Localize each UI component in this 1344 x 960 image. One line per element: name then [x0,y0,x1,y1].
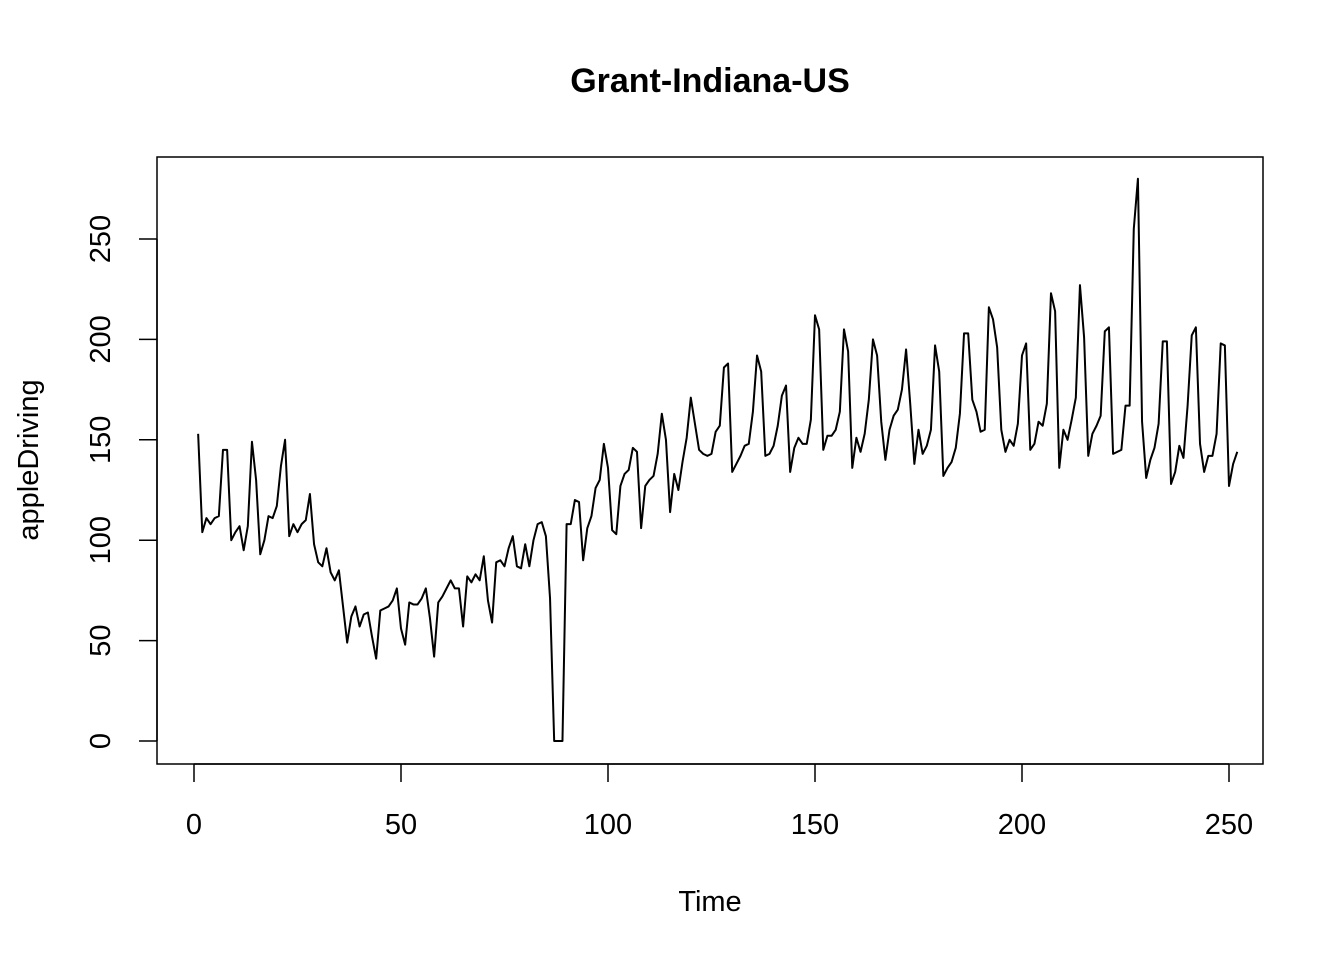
y-tick-label: 0 [85,733,117,749]
x-tick-label: 0 [186,809,202,841]
x-tick-label: 50 [385,809,417,841]
chart-title: Grant-Indiana-US [570,62,850,100]
y-tick-label: 50 [85,624,117,656]
y-tick-label: 250 [85,215,117,263]
y-tick-label: 100 [85,516,117,564]
y-tick-label: 200 [85,315,117,363]
x-axis-label: Time [678,886,741,918]
x-tick-label: 250 [1205,809,1253,841]
x-tick-label: 100 [584,809,632,841]
x-tick-label: 150 [791,809,839,841]
x-axis: 0 50 100 150 200 250 [186,763,1253,841]
x-tick-label: 200 [998,809,1046,841]
plot-frame [156,156,1264,765]
series-line [197,177,1239,742]
y-axis-label: appleDriving [13,379,45,540]
y-tick-label: 150 [85,416,117,464]
y-axis: 0 50 100 150 200 250 [85,215,158,749]
